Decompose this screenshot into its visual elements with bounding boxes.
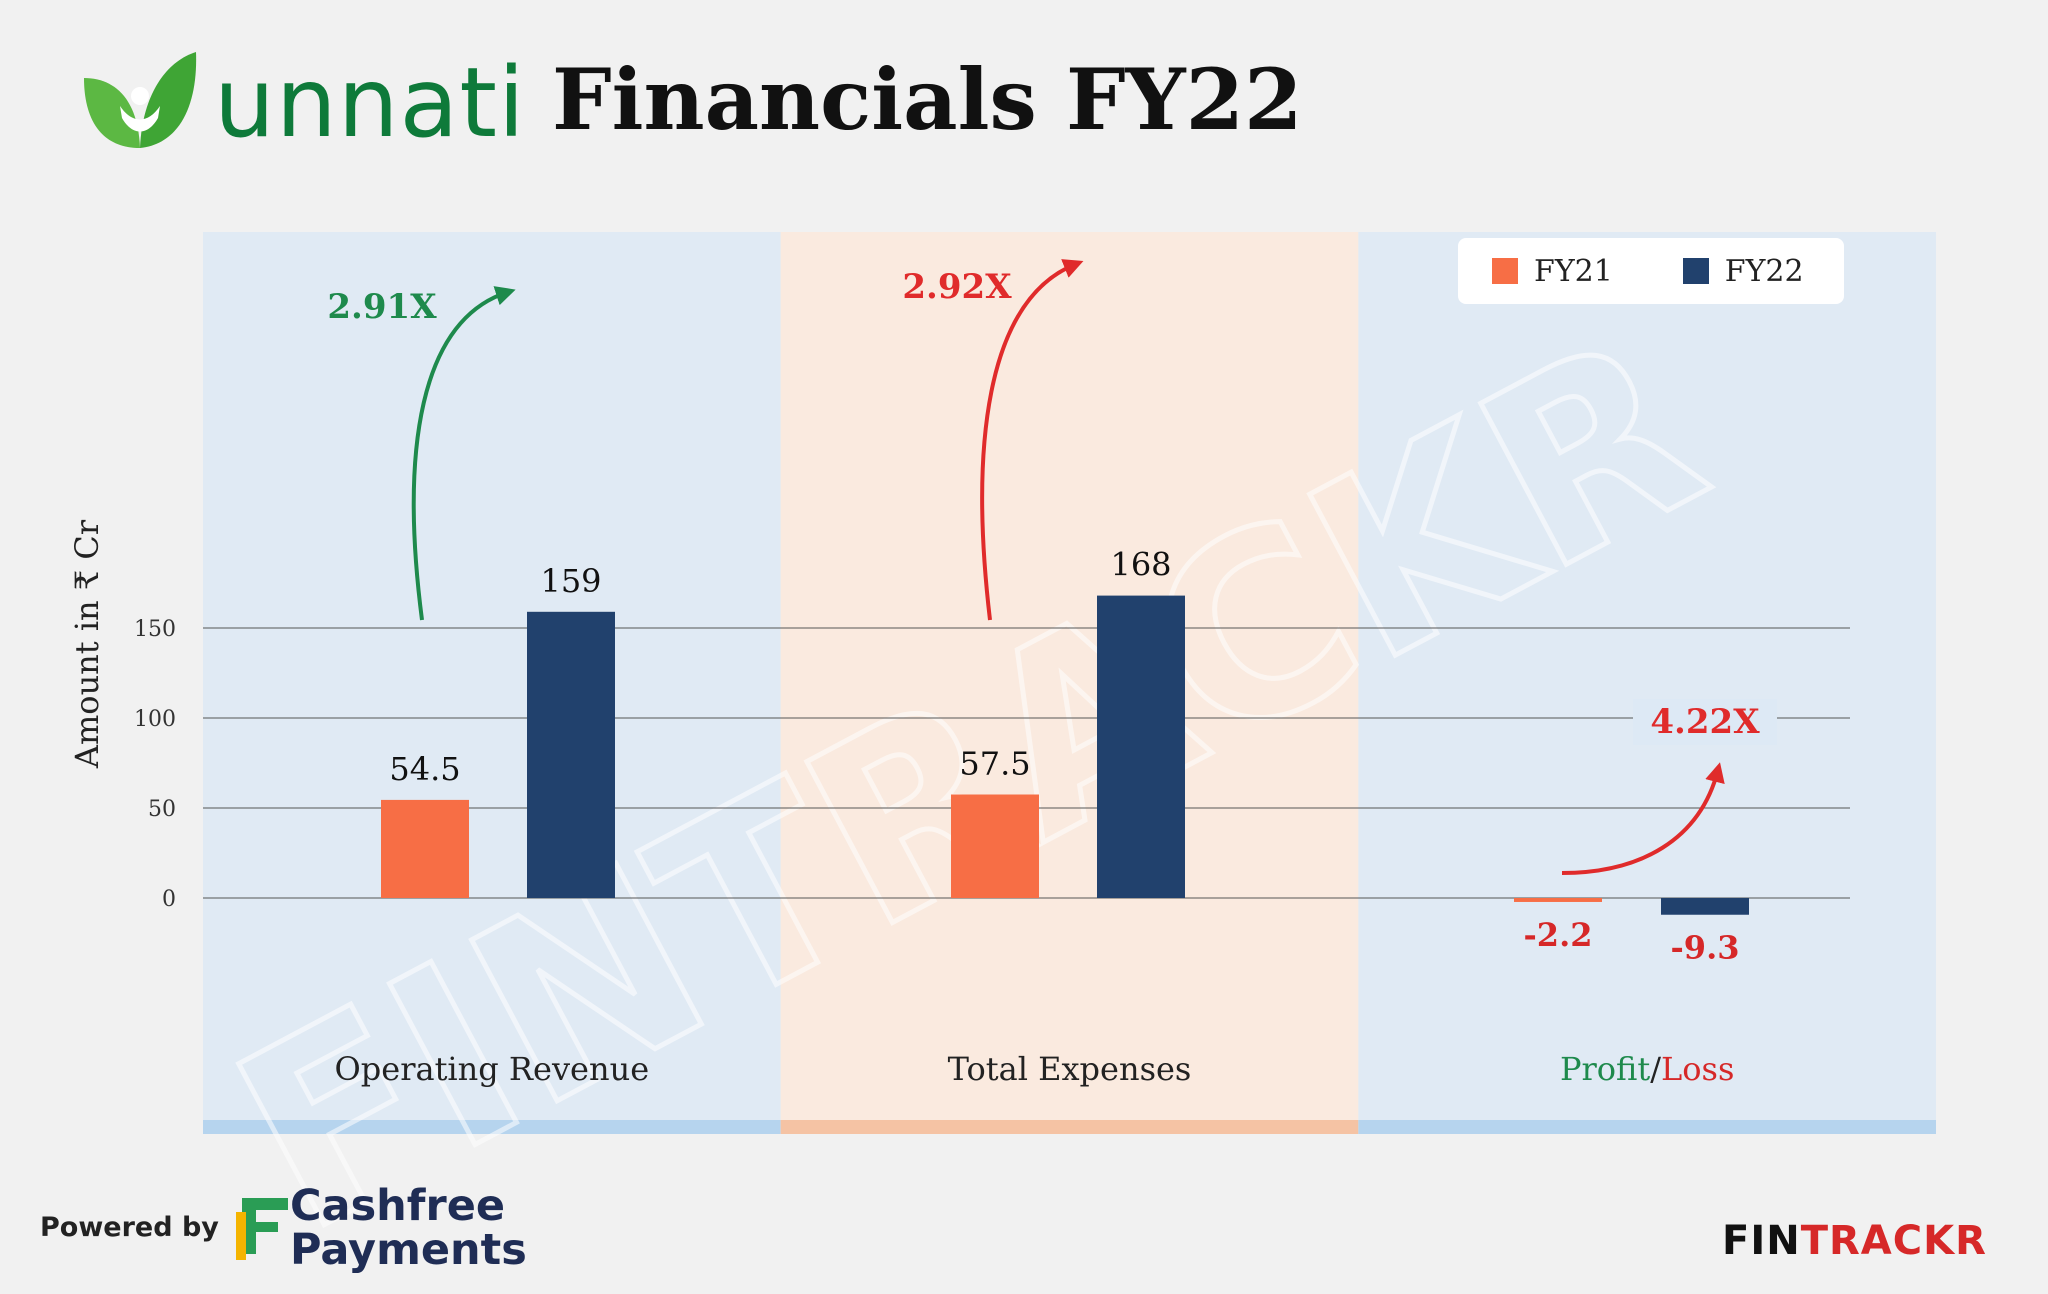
fintrackr-part-1: FIN (1722, 1218, 1801, 1264)
bar-FY21-0 (381, 799, 469, 898)
legend-item-fy22: FY22 (1682, 253, 1804, 289)
bar-FY22-0 (527, 611, 615, 898)
category-label-part: Profit (1560, 1050, 1650, 1088)
data-label: 57.5 (959, 745, 1030, 783)
category-label: Operating Revenue (335, 1050, 650, 1088)
cashfree-wordmark: Cashfree Payments (290, 1184, 527, 1272)
bar-FY21-1 (951, 794, 1039, 898)
panel-stripe-2 (1358, 1120, 1936, 1134)
bar-FY21-2 (1514, 898, 1602, 902)
category-label-part: Total Expenses (948, 1050, 1192, 1088)
y-axis-label: Amount in ₹ Cr (68, 519, 106, 769)
cashfree-line-2: Payments (290, 1225, 527, 1275)
legend-label-fy22: FY22 (1724, 253, 1804, 289)
panel-stripe-0 (203, 1120, 781, 1134)
category-label-part: Operating Revenue (335, 1050, 650, 1088)
legend-label-fy21: FY21 (1534, 253, 1613, 289)
category-label: Total Expenses (948, 1050, 1192, 1088)
chart-legend: FY21 FY22 (1458, 238, 1844, 304)
leaf-logo-icon (84, 52, 197, 148)
cashfree-line-1: Cashfree (290, 1181, 506, 1231)
brand: unnati (80, 48, 526, 158)
y-tick-label: 0 (162, 887, 176, 912)
growth-label: 4.22X (1650, 702, 1760, 742)
growth-label: 2.91X (327, 287, 437, 327)
panel-bg-1 (780, 232, 1359, 1120)
bar-FY22-1 (1097, 595, 1185, 898)
legend-swatch-fy21 (1492, 258, 1518, 284)
data-label: 159 (540, 562, 601, 600)
category-label-part: Loss (1661, 1050, 1734, 1088)
page-title: Financials FY22 (552, 50, 1303, 149)
growth-arrow-0 (411, 286, 516, 621)
fintrackr-part-2: TRACKR (1800, 1218, 1987, 1264)
y-tick-label: 100 (134, 707, 176, 732)
legend-item-fy21: FY21 (1492, 254, 1613, 289)
bar-FY22-2 (1661, 898, 1749, 915)
data-label: 168 (1110, 546, 1171, 584)
category-label-part: / (1650, 1050, 1661, 1088)
panel-stripe-1 (780, 1120, 1359, 1134)
panel-bg-0 (203, 232, 781, 1120)
growth-label-bg (1633, 699, 1777, 745)
legend-swatch-fy22 (1682, 258, 1709, 284)
data-label: -9.3 (1671, 929, 1740, 967)
fintrackr-logo: FINTRACKR (1722, 1218, 1987, 1264)
data-label: 54.5 (389, 750, 460, 788)
growth-arrow-1 (980, 259, 1084, 621)
brand-name: unnati (214, 47, 526, 159)
data-label: -2.2 (1524, 916, 1593, 954)
growth-arrow-2 (1561, 762, 1725, 875)
panel-bg-2 (1358, 232, 1936, 1120)
category-label: Profit/Loss (1560, 1050, 1734, 1088)
growth-label: 2.92X (902, 267, 1012, 307)
y-tick-label: 150 (134, 617, 176, 642)
cashfree-logo-icon (236, 1198, 288, 1260)
y-tick-label: 50 (148, 797, 176, 822)
powered-by-label: Powered by (40, 1212, 219, 1243)
